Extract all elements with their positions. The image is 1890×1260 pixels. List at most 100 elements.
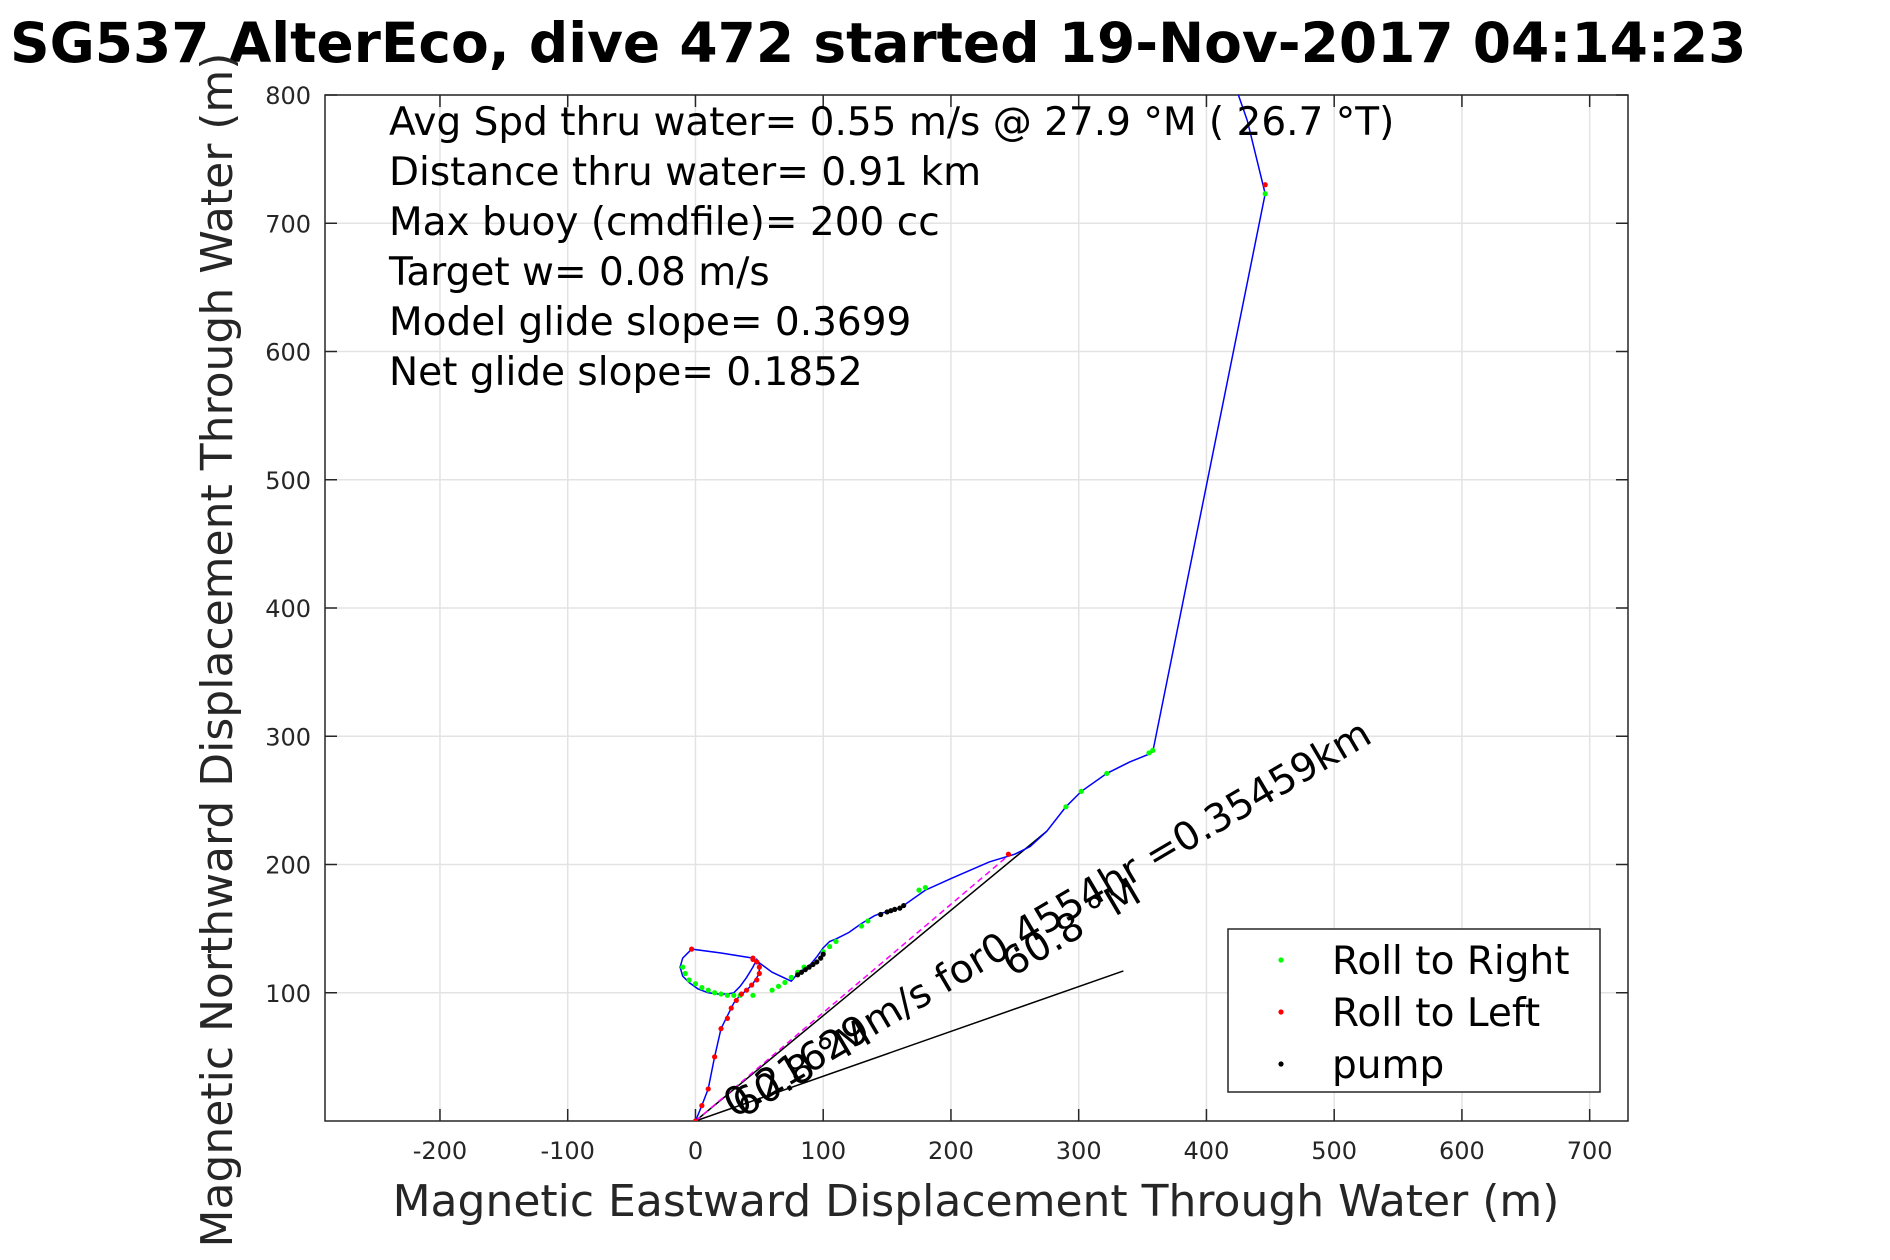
info-text-block: Avg Spd thru water= 0.55 m/s @ 27.9 °M (… (388, 100, 1394, 395)
marker-roll-to-left (733, 997, 739, 1004)
marker-roll-to-right (712, 990, 718, 996)
marker-pump (810, 961, 816, 968)
x-tick-label: 400 (1184, 1137, 1230, 1165)
marker-roll-to-right (865, 918, 871, 924)
current-vector-line (695, 830, 1048, 1121)
legend-marker (1278, 1061, 1284, 1067)
info-line: Max buoy (cmdfile)= 200 cc (389, 200, 940, 245)
info-line: Model glide slope= 0.3699 (389, 300, 911, 345)
marker-pump (795, 972, 801, 978)
marker-roll-to-right (788, 974, 794, 980)
marker-pump (818, 955, 824, 961)
y-tick-label: 700 (265, 210, 311, 238)
data-markers (680, 182, 1268, 1121)
marker-pump (878, 911, 884, 918)
axis-ticks: -200 -100 0 100 200 300 400 500 600 700 100 200 300 4… (265, 82, 1628, 1165)
marker-roll-to-left (756, 970, 762, 977)
marker-roll-to-left (749, 982, 755, 988)
marker-roll-to-right (782, 979, 788, 986)
marker-roll-to-left (724, 1015, 730, 1022)
chart-title: SG537 AlterEco, dive 472 started 19-Nov-… (10, 11, 1746, 75)
marker-roll-to-left (728, 1005, 734, 1011)
marker-roll-to-right (1146, 750, 1152, 756)
marker-roll-to-right (750, 992, 756, 998)
marker-roll-to-right (1063, 804, 1069, 810)
marker-roll-to-right (699, 985, 705, 991)
marker-roll-to-left (738, 991, 745, 997)
marker-roll-to-right (1150, 747, 1156, 753)
y-tick-label: 400 (265, 595, 311, 623)
marker-pump (814, 959, 820, 965)
marker-roll-to-right (705, 987, 711, 993)
marker-pump (892, 906, 898, 912)
marker-roll-to-right (1104, 770, 1110, 777)
marker-roll-to-left (689, 946, 695, 952)
marker-roll-to-right (686, 977, 692, 983)
marker-roll-to-right (1078, 788, 1084, 794)
y-axis-label: Magnetic Northward Displacement Through … (192, 53, 243, 1248)
legend-marker (1278, 1009, 1284, 1015)
x-tick-label: 600 (1439, 1137, 1485, 1165)
marker-roll-to-right (1262, 191, 1268, 197)
info-line: Distance thru water= 0.91 km (389, 150, 981, 195)
x-tick-label: -200 (413, 1137, 467, 1165)
marker-roll-to-right (682, 970, 688, 977)
marker-roll-to-left (743, 987, 750, 993)
legend-box (1227, 928, 1601, 1093)
marker-roll-to-right (916, 887, 922, 893)
x-tick-label: 0 (688, 1137, 703, 1165)
marker-roll-to-right (718, 991, 724, 997)
y-tick-label: 800 (265, 82, 311, 110)
marker-roll-to-right (692, 981, 699, 987)
legend-label: Roll to Left (1332, 991, 1540, 1036)
current-vector-line (695, 970, 1124, 1121)
marker-roll-to-left (705, 1086, 711, 1092)
legend: Roll to Right Roll to Left pump (1227, 928, 1601, 1093)
marker-pump (897, 905, 903, 911)
marker-roll-to-left (756, 964, 762, 970)
legend-marker (1278, 957, 1284, 963)
marker-roll-to-right (724, 992, 730, 998)
displacement-line (695, 854, 1009, 1121)
marker-roll-to-left (718, 1026, 724, 1032)
x-tick-label: 500 (1311, 1137, 1357, 1165)
marker-roll-to-right (769, 987, 775, 993)
marker-pump (798, 969, 805, 975)
legend-label: pump (1332, 1043, 1444, 1088)
x-axis-label: Magnetic Eastward Displacement Through W… (393, 1176, 1560, 1227)
x-tick-label: 300 (1056, 1137, 1102, 1165)
marker-roll-to-right (826, 943, 833, 950)
marker-pump (901, 902, 907, 909)
x-tick-label: 100 (800, 1137, 846, 1165)
marker-roll-to-right (680, 964, 686, 970)
info-line: Avg Spd thru water= 0.55 m/s @ 27.9 °M (… (389, 100, 1394, 145)
marker-roll-to-right (922, 884, 929, 891)
marker-roll-to-left (699, 1103, 705, 1109)
x-tick-label: -100 (540, 1137, 594, 1165)
marker-roll-to-left (754, 959, 760, 965)
marker-roll-to-right (833, 938, 839, 945)
marker-roll-to-right (731, 992, 737, 998)
marker-pump (802, 967, 808, 973)
marker-roll-to-left (1005, 851, 1012, 857)
x-tick-label: 700 (1567, 1137, 1613, 1165)
y-tick-label: 300 (265, 723, 311, 751)
info-line: Net glide slope= 0.1852 (389, 350, 863, 395)
marker-roll-to-left (712, 1054, 718, 1060)
marker-roll-to-left (1262, 182, 1268, 188)
y-tick-label: 100 (265, 980, 311, 1008)
marker-roll-to-right (775, 983, 782, 989)
marker-pump (806, 964, 812, 970)
marker-roll-to-left (692, 1118, 699, 1121)
marker-pump (820, 951, 826, 957)
marker-roll-to-right (858, 923, 865, 929)
y-tick-label: 200 (265, 852, 311, 880)
y-tick-label: 500 (265, 467, 311, 495)
legend-label: Roll to Right (1332, 939, 1570, 984)
info-line: Target w= 0.08 m/s (388, 250, 770, 295)
marker-roll-to-left (754, 977, 760, 983)
x-tick-label: 200 (928, 1137, 974, 1165)
marker-roll-to-left (750, 955, 756, 961)
y-tick-label: 600 (265, 339, 311, 367)
